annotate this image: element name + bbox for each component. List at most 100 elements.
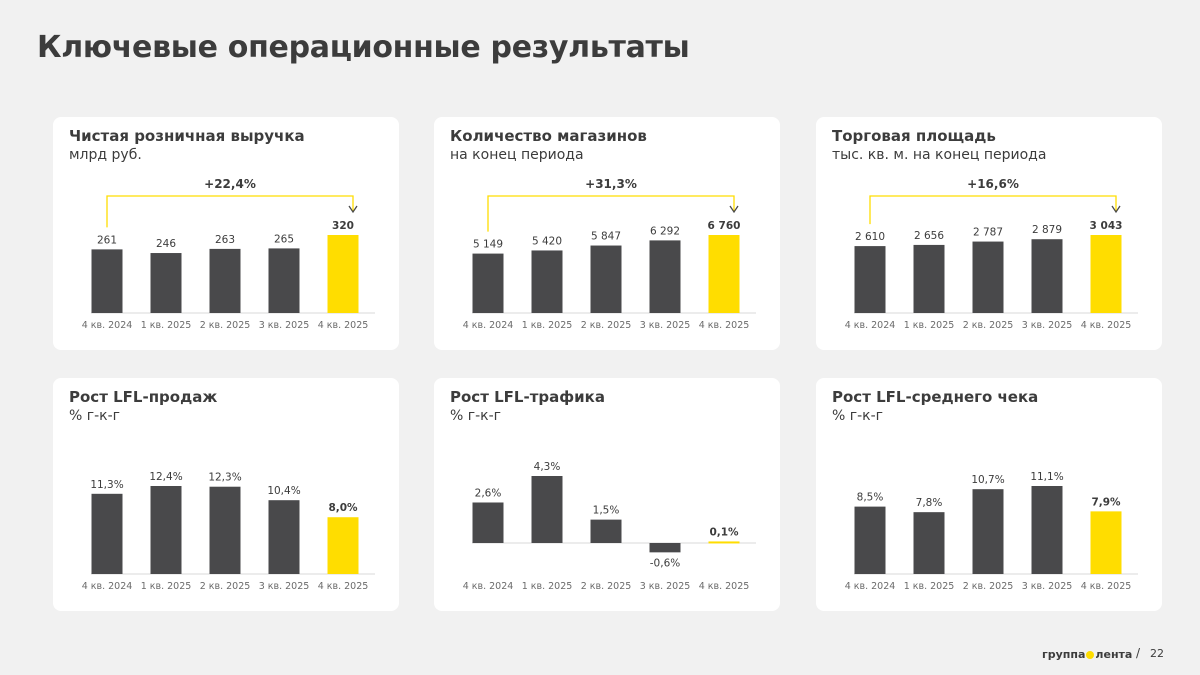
chart-revenue: 261 4 кв. 2024 246 1 кв. 2025 263 2 кв. 2025 2… [82,177,375,331]
x-tick-label: 4 кв. 2024 [463,581,514,592]
bar [209,248,241,313]
bar [268,500,300,574]
bar [531,476,563,543]
x-tick-label: 1 кв. 2025 [141,320,192,331]
data-label: 3 043 [1090,220,1123,232]
growth-arrow-icon [729,205,739,214]
x-tick-label: 1 кв. 2025 [522,320,573,331]
company-logo: группа лента [1042,648,1132,661]
bar [854,246,886,313]
bar [590,519,622,543]
chart-subtitle: тыс. кв. м. на конец периода [832,147,1047,163]
chart-subtitle: % г-к-г [69,408,121,424]
data-label: 246 [156,238,176,250]
data-label: 5 420 [532,235,562,247]
bar [150,253,182,313]
page-title: Ключевые операционные результаты [37,30,690,65]
chart-lfl-sales: 11,3% 4 кв. 2024 12,4% 1 кв. 2025 12,3% 2 кв.… [82,471,375,592]
x-tick-label: 4 кв. 2024 [82,320,133,331]
bar [708,235,740,313]
x-tick-label: 2 кв. 2025 [581,320,632,331]
data-label: 6 760 [708,220,741,232]
x-tick-label: 4 кв. 2025 [699,581,750,592]
data-label: 8,0% [328,502,358,514]
bar [649,240,681,313]
data-label: 7,9% [1091,496,1121,508]
page-number: 22 [1150,647,1164,660]
data-label: 12,4% [149,471,182,483]
bar [649,543,681,553]
bar [327,235,359,313]
bar [590,245,622,313]
bar [972,489,1004,574]
x-tick-label: 1 кв. 2025 [141,581,192,592]
data-label: 2 879 [1032,224,1062,236]
data-label: 11,1% [1030,471,1063,483]
chart-title: Рост LFL-продаж [69,388,218,406]
x-tick-label: 4 кв. 2024 [845,320,896,331]
x-tick-label: 4 кв. 2025 [318,320,369,331]
x-tick-label: 1 кв. 2025 [904,320,955,331]
chart-subtitle: млрд руб. [69,147,142,163]
bar [913,512,945,574]
x-tick-label: 3 кв. 2025 [640,581,691,592]
page-separator: / [1136,646,1141,660]
x-tick-label: 3 кв. 2025 [259,320,310,331]
bar [472,253,504,313]
data-label: 2 656 [914,230,944,242]
bar [531,250,563,313]
chart-title: Торговая площадь [832,127,996,145]
data-label: 0,1% [709,526,739,538]
data-label: 10,7% [971,474,1004,486]
bar [1031,239,1063,313]
x-tick-label: 3 кв. 2025 [1022,320,1073,331]
growth-bracket [106,195,354,228]
growth-bracket [869,195,1117,225]
bar [327,517,359,574]
bar [91,249,123,313]
growth-arrow-icon [1111,205,1121,214]
bar [1090,235,1122,313]
growth-bracket [487,195,735,232]
x-tick-label: 4 кв. 2025 [1081,320,1132,331]
x-tick-label: 2 кв. 2025 [963,581,1014,592]
data-label: 6 292 [650,225,680,237]
growth-label: +16,6% [967,177,1019,191]
bar [913,244,945,313]
x-tick-label: 3 кв. 2025 [259,581,310,592]
chart-card-lfl-traffic: Рост LFL-трафика % г-к-г 2,6% 4 кв. 2024 4… [434,378,780,611]
x-tick-label: 2 кв. 2025 [963,320,1014,331]
growth-arrow-icon [348,205,358,214]
x-tick-label: 4 кв. 2025 [1081,581,1132,592]
chart-title: Рост LFL-среднего чека [832,388,1039,406]
x-tick-label: 1 кв. 2025 [904,581,955,592]
data-label: 12,3% [208,472,241,484]
growth-label: +31,3% [585,177,637,191]
bar [1090,511,1122,574]
x-tick-label: 4 кв. 2024 [463,320,514,331]
data-label: 1,5% [593,505,620,517]
bar [150,486,182,574]
x-tick-label: 4 кв. 2025 [699,320,750,331]
x-tick-label: 4 кв. 2024 [845,581,896,592]
data-label: 5 149 [473,239,503,251]
bar [1031,486,1063,574]
x-tick-label: 1 кв. 2025 [522,581,573,592]
bar [472,502,504,543]
chart-subtitle: на конец периода [450,147,584,163]
chart-subtitle: % г-к-г [450,408,502,424]
logo-text-left: группа [1042,648,1086,661]
chart-card-stores: Количество магазинов на конец периода 5 … [434,117,780,350]
data-label: 261 [97,234,117,246]
chart-card-lfl-sales: Рост LFL-продаж % г-к-г 11,3% 4 кв. 2024 1… [53,378,399,611]
chart-selling-space: 2 610 4 кв. 2024 2 656 1 кв. 2025 2 787 2 кв.… [845,177,1138,331]
bar [91,493,123,574]
x-tick-label: 2 кв. 2025 [200,581,251,592]
data-label: 10,4% [267,485,300,497]
data-label: 2,6% [475,487,502,499]
bar [708,541,740,544]
chart-title: Рост LFL-трафика [450,388,605,406]
bar [268,248,300,313]
x-tick-label: 3 кв. 2025 [640,320,691,331]
chart-card-revenue: Чистая розничная выручка млрд руб. 261 4 … [53,117,399,350]
